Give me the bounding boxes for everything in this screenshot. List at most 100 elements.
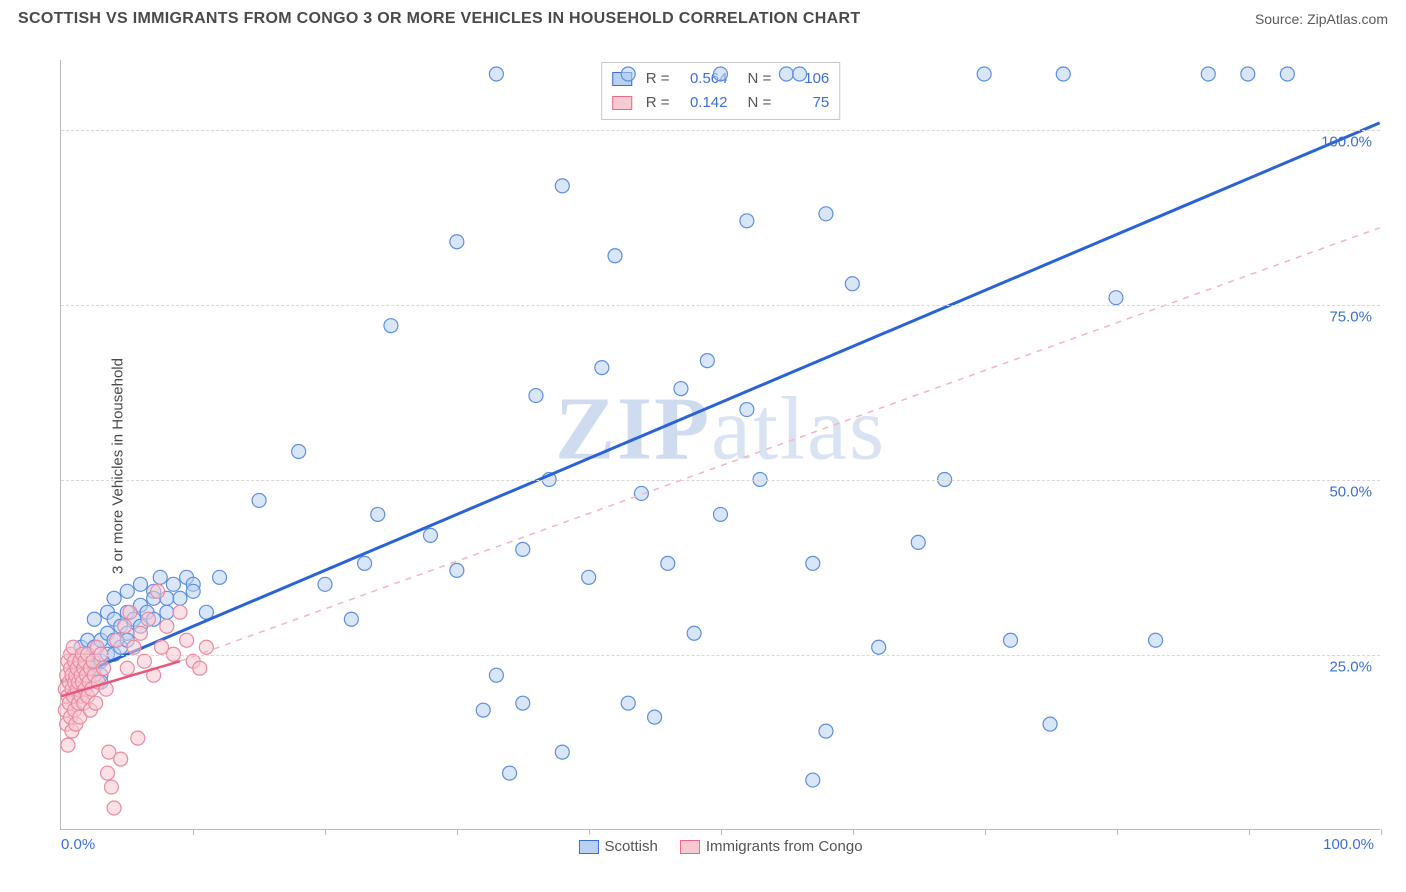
data-point-scottish: [107, 591, 121, 605]
data-point-scottish: [872, 640, 886, 654]
source-attribution: Source: ZipAtlas.com: [1255, 11, 1388, 27]
data-point-scottish: [213, 570, 227, 584]
x-tick: [853, 829, 854, 835]
data-point-scottish: [489, 67, 503, 81]
data-point-scottish: [153, 570, 167, 584]
data-point-scottish: [529, 389, 543, 403]
x-tick: [325, 829, 326, 835]
data-point-congo: [173, 605, 187, 619]
data-point-scottish: [819, 724, 833, 738]
data-point-scottish: [779, 67, 793, 81]
data-point-scottish: [714, 507, 728, 521]
data-point-scottish: [371, 507, 385, 521]
data-point-scottish: [806, 773, 820, 787]
plot-region: ZIPatlas R =0.564N =106R =0.142N =75 0.0…: [60, 60, 1380, 830]
data-point-scottish: [423, 528, 437, 542]
header: SCOTTISH VS IMMIGRANTS FROM CONGO 3 OR M…: [0, 0, 1406, 32]
data-point-congo: [137, 654, 151, 668]
data-point-scottish: [1056, 67, 1070, 81]
data-point-congo: [97, 661, 111, 675]
data-point-scottish: [186, 584, 200, 598]
x-tick: [721, 829, 722, 835]
data-point-scottish: [1280, 67, 1294, 81]
data-point-scottish: [687, 626, 701, 640]
data-point-scottish: [674, 382, 688, 396]
data-point-scottish: [120, 584, 134, 598]
data-point-scottish: [740, 403, 754, 417]
data-point-scottish: [1109, 291, 1123, 305]
gridline: [61, 480, 1380, 481]
trend-line: [180, 228, 1380, 661]
data-point-congo: [193, 661, 207, 675]
data-point-scottish: [1201, 67, 1215, 81]
data-point-scottish: [173, 591, 187, 605]
source-link[interactable]: ZipAtlas.com: [1307, 11, 1388, 27]
y-tick-label: 50.0%: [1329, 484, 1372, 501]
trend-line: [61, 123, 1379, 682]
data-point-congo: [123, 605, 137, 619]
x-tick: [457, 829, 458, 835]
data-point-scottish: [555, 179, 569, 193]
data-point-scottish: [700, 354, 714, 368]
x-tick: [985, 829, 986, 835]
y-tick-label: 75.0%: [1329, 309, 1372, 326]
y-tick-label: 25.0%: [1329, 659, 1372, 676]
x-tick: [589, 829, 590, 835]
legend-item: Immigrants from Congo: [680, 838, 863, 855]
data-point-scottish: [793, 67, 807, 81]
data-point-scottish: [608, 249, 622, 263]
legend-label: Scottish: [604, 838, 657, 855]
data-point-congo: [151, 584, 165, 598]
data-point-scottish: [806, 556, 820, 570]
data-point-scottish: [318, 577, 332, 591]
chart-area: 3 or more Vehicles in Household ZIPatlas…: [0, 40, 1406, 892]
data-point-scottish: [516, 542, 530, 556]
data-point-congo: [110, 633, 124, 647]
data-point-scottish: [160, 605, 174, 619]
y-tick-label: 100.0%: [1321, 134, 1372, 151]
data-point-congo: [104, 780, 118, 794]
chart-title: SCOTTISH VS IMMIGRANTS FROM CONGO 3 OR M…: [18, 10, 860, 28]
data-point-scottish: [714, 67, 728, 81]
data-point-congo: [127, 640, 141, 654]
series-legend: Scottish Immigrants from Congo: [578, 838, 862, 855]
data-point-scottish: [621, 696, 635, 710]
legend-swatch: [578, 840, 598, 854]
data-point-congo: [89, 696, 103, 710]
source-prefix: Source:: [1255, 11, 1307, 27]
data-point-congo: [141, 612, 155, 626]
x-tick: [1249, 829, 1250, 835]
data-point-scottish: [292, 445, 306, 459]
data-point-congo: [118, 619, 132, 633]
data-point-scottish: [1241, 67, 1255, 81]
data-point-scottish: [344, 612, 358, 626]
data-point-scottish: [819, 207, 833, 221]
data-point-scottish: [595, 361, 609, 375]
data-point-scottish: [1004, 633, 1018, 647]
x-tick: [1381, 829, 1382, 835]
data-point-congo: [61, 738, 75, 752]
data-point-scottish: [252, 493, 266, 507]
data-point-scottish: [476, 703, 490, 717]
data-point-scottish: [516, 696, 530, 710]
data-point-scottish: [977, 67, 991, 81]
x-axis-min-label: 0.0%: [61, 836, 95, 853]
data-point-congo: [131, 731, 145, 745]
data-point-scottish: [450, 235, 464, 249]
data-point-scottish: [87, 612, 101, 626]
data-point-scottish: [555, 745, 569, 759]
data-point-scottish: [450, 563, 464, 577]
data-point-scottish: [1149, 633, 1163, 647]
data-point-congo: [180, 633, 194, 647]
data-point-scottish: [166, 577, 180, 591]
gridline: [61, 130, 1380, 131]
data-point-congo: [133, 626, 147, 640]
legend-item: Scottish: [578, 838, 657, 855]
data-point-congo: [107, 801, 121, 815]
data-point-scottish: [358, 556, 372, 570]
data-point-scottish: [489, 668, 503, 682]
gridline: [61, 305, 1380, 306]
x-tick: [193, 829, 194, 835]
data-point-scottish: [582, 570, 596, 584]
data-point-scottish: [845, 277, 859, 291]
